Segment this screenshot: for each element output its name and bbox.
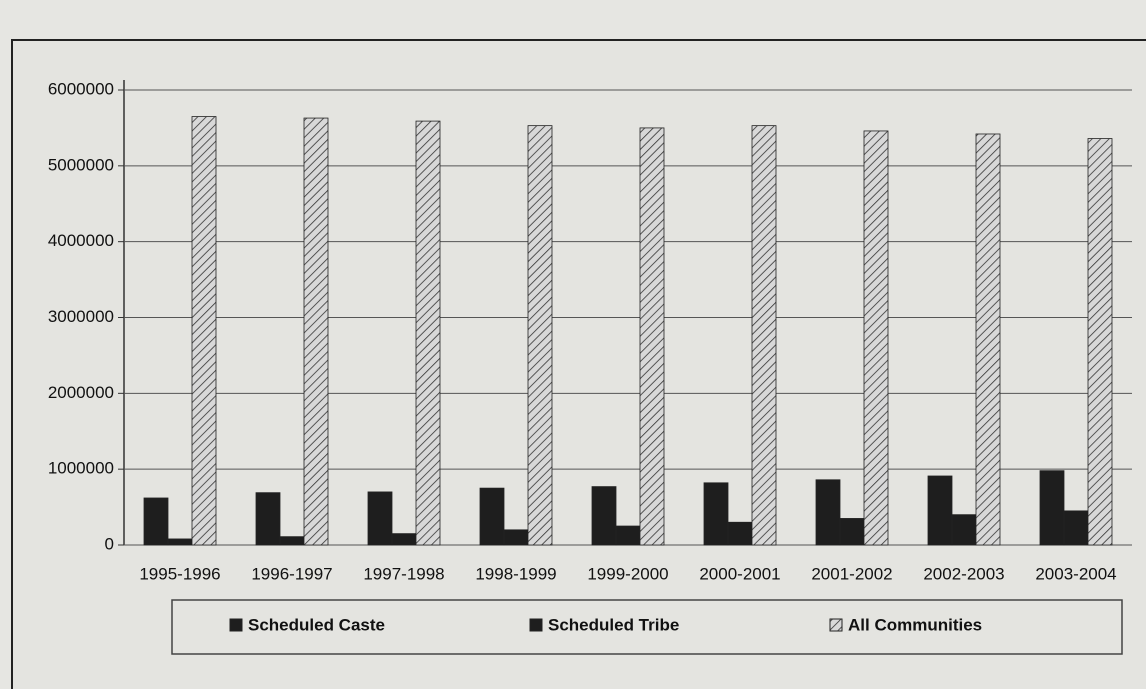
bar bbox=[863, 130, 889, 546]
x-tick-label: 1995-1996 bbox=[139, 564, 220, 583]
y-tick-label: 6000000 bbox=[48, 79, 114, 98]
legend-label: All Communities bbox=[848, 615, 982, 634]
bar bbox=[639, 127, 665, 546]
bar bbox=[1087, 138, 1113, 546]
bar bbox=[591, 486, 617, 546]
legend-swatch bbox=[829, 618, 843, 632]
legend-label: Scheduled Tribe bbox=[548, 615, 679, 634]
bar bbox=[279, 536, 305, 546]
legend-label: Scheduled Caste bbox=[248, 615, 385, 634]
bar bbox=[415, 120, 441, 546]
x-tick-label: 2000-2001 bbox=[699, 564, 780, 583]
legend-swatch bbox=[529, 618, 543, 632]
bar bbox=[727, 521, 753, 546]
x-tick-label: 2003-2004 bbox=[1035, 564, 1116, 583]
bar bbox=[751, 125, 777, 546]
y-tick-label: 3000000 bbox=[48, 307, 114, 326]
y-tick-label: 1000000 bbox=[48, 459, 114, 478]
y-tick-label: 4000000 bbox=[48, 231, 114, 250]
x-tick-label: 1996-1997 bbox=[251, 564, 332, 583]
y-tick-label: 5000000 bbox=[48, 155, 114, 174]
bar bbox=[527, 125, 553, 546]
bar bbox=[191, 116, 217, 546]
bar bbox=[1063, 510, 1089, 546]
bar bbox=[615, 525, 641, 546]
bar bbox=[143, 497, 169, 546]
bar bbox=[927, 475, 953, 546]
legend-swatch bbox=[229, 618, 243, 632]
x-tick-label: 2001-2002 bbox=[811, 564, 892, 583]
x-tick-label: 2002-2003 bbox=[923, 564, 1004, 583]
bar bbox=[503, 529, 529, 546]
x-tick-label: 1997-1998 bbox=[363, 564, 444, 583]
bar bbox=[951, 514, 977, 546]
x-tick-label: 1998-1999 bbox=[475, 564, 556, 583]
bar bbox=[815, 479, 841, 546]
bar bbox=[391, 533, 417, 546]
bar bbox=[975, 133, 1001, 546]
bar bbox=[303, 117, 329, 546]
bar bbox=[479, 487, 505, 546]
bar bbox=[839, 518, 865, 546]
bar bbox=[255, 492, 281, 546]
legend-box bbox=[171, 599, 1123, 655]
bar bbox=[703, 482, 729, 546]
y-tick-label: 0 bbox=[105, 534, 114, 553]
bar bbox=[367, 491, 393, 546]
x-tick-label: 1999-2000 bbox=[587, 564, 668, 583]
bar bbox=[1039, 470, 1065, 546]
bar bbox=[167, 538, 193, 546]
y-tick-label: 2000000 bbox=[48, 383, 114, 402]
